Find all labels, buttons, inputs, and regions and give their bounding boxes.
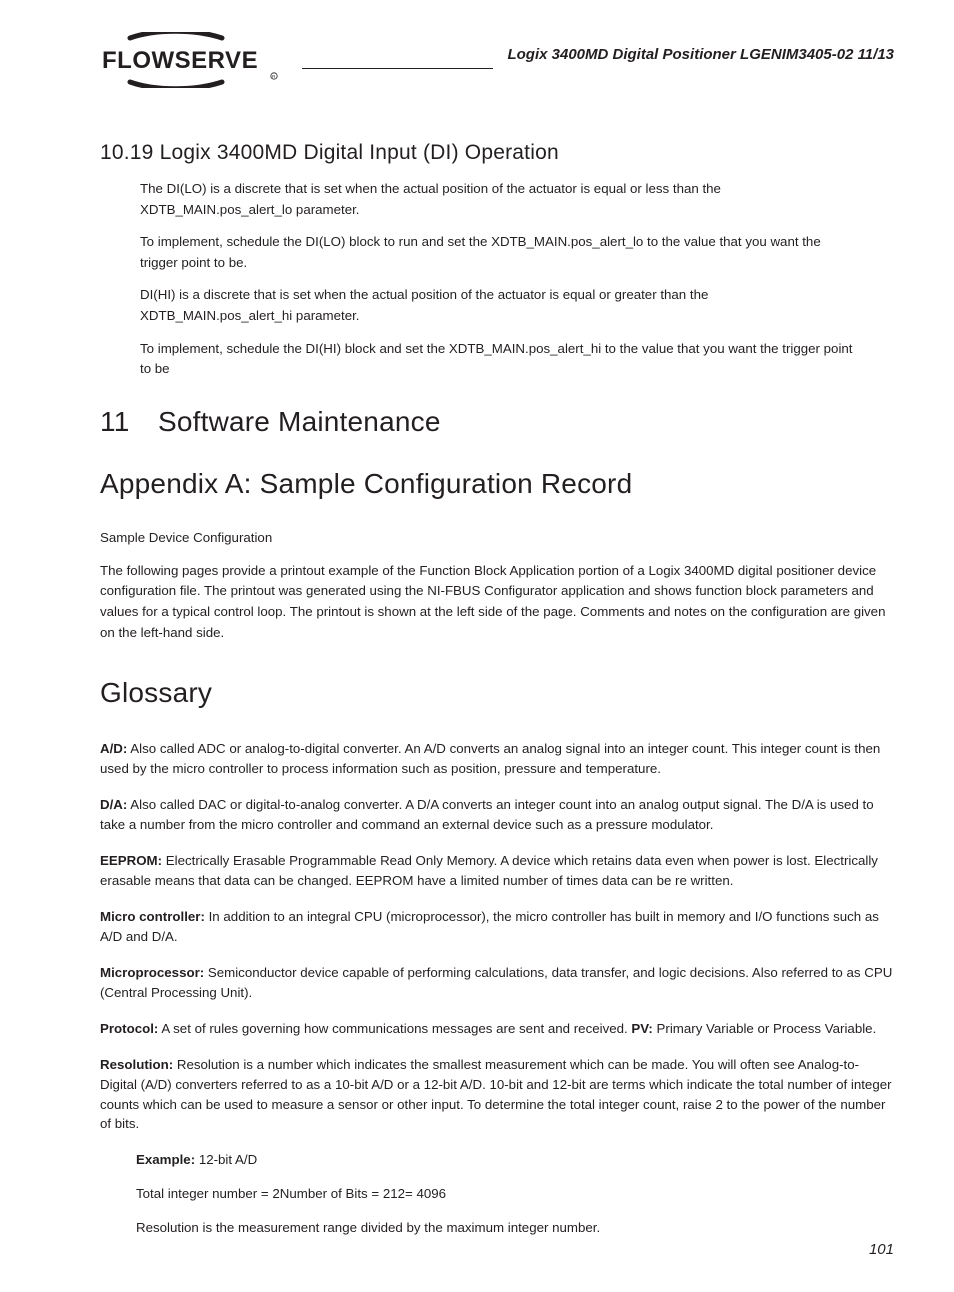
paragraph: The DI(LO) is a discrete that is set whe…	[140, 179, 854, 220]
paragraph: DI(HI) is a discrete that is set when th…	[140, 285, 854, 326]
section-heading-11: 11 Software Maintenance	[100, 406, 894, 438]
example-line: Resolution is the measurement range divi…	[136, 1218, 894, 1238]
glossary-entry-protocol-pv: Protocol: A set of rules governing how c…	[100, 1019, 894, 1039]
paragraph: To implement, schedule the DI(HI) block …	[140, 339, 854, 380]
term-label: Resolution:	[100, 1057, 173, 1072]
glossary-entry-eeprom: EEPROM: Electrically Erasable Programmab…	[100, 851, 894, 891]
paragraph: The following pages provide a printout e…	[100, 561, 894, 643]
term-definition: Electrically Erasable Programmable Read …	[100, 853, 878, 888]
section-number: 10.19	[100, 141, 154, 164]
example-block: Example: 12-bit A/D Total integer number…	[136, 1150, 894, 1238]
glossary-entry-microprocessor: Microprocessor: Semiconductor device cap…	[100, 963, 894, 1003]
term-definition: Semiconductor device capable of performi…	[100, 965, 892, 1000]
term-label: EEPROM:	[100, 853, 162, 868]
term-definition: Resolution is a number which indicates t…	[100, 1057, 892, 1132]
example-label: Example:	[136, 1152, 195, 1167]
example-line: Total integer number = 2Number of Bits =…	[136, 1184, 894, 1204]
term-definition: Also called DAC or digital-to-analog con…	[100, 797, 874, 832]
term-definition: A set of rules governing how communicati…	[158, 1021, 631, 1036]
section-number: 11	[100, 406, 150, 438]
section-heading-10-19: 10.19 Logix 3400MD Digital Input (DI) Op…	[100, 141, 894, 165]
appendix-intro: Sample Device Configuration	[100, 530, 894, 545]
example-line: Example: 12-bit A/D	[136, 1150, 894, 1170]
term-label: Micro controller:	[100, 909, 205, 924]
appendix-heading: Appendix A: Sample Configuration Record	[100, 468, 894, 500]
flowserve-logo: FLOWSERVE R	[100, 32, 290, 93]
glossary-entry-microcontroller: Micro controller: In addition to an inte…	[100, 907, 894, 947]
glossary-heading: Glossary	[100, 677, 894, 709]
term-label: D/A:	[100, 797, 127, 812]
glossary-entry-resolution: Resolution: Resolution is a number which…	[100, 1055, 894, 1135]
term-label: Microprocessor:	[100, 965, 204, 980]
glossary-entry-da: D/A: Also called DAC or digital-to-analo…	[100, 795, 894, 835]
header-rule	[302, 68, 493, 69]
term-definition: In addition to an integral CPU (micropro…	[100, 909, 879, 944]
glossary-entry-ad: A/D: Also called ADC or analog-to-digita…	[100, 739, 894, 779]
example-text: 12-bit A/D	[195, 1152, 257, 1167]
page-header: FLOWSERVE R Logix 3400MD Digital Positio…	[100, 32, 894, 93]
section-title: Logix 3400MD Digital Input (DI) Operatio…	[160, 141, 559, 164]
term-label: PV:	[631, 1021, 652, 1036]
section-title: Software Maintenance	[158, 406, 441, 437]
page: FLOWSERVE R Logix 3400MD Digital Positio…	[0, 0, 954, 1292]
document-title: Logix 3400MD Digital Positioner LGENIM34…	[507, 46, 894, 63]
term-definition: Also called ADC or analog-to-digital con…	[100, 741, 880, 776]
paragraph: To implement, schedule the DI(LO) block …	[140, 232, 854, 273]
page-number: 101	[869, 1241, 894, 1258]
term-label: Protocol:	[100, 1021, 158, 1036]
term-label: A/D:	[100, 741, 127, 756]
svg-text:FLOWSERVE: FLOWSERVE	[102, 47, 258, 74]
term-definition: Primary Variable or Process Variable.	[653, 1021, 876, 1036]
